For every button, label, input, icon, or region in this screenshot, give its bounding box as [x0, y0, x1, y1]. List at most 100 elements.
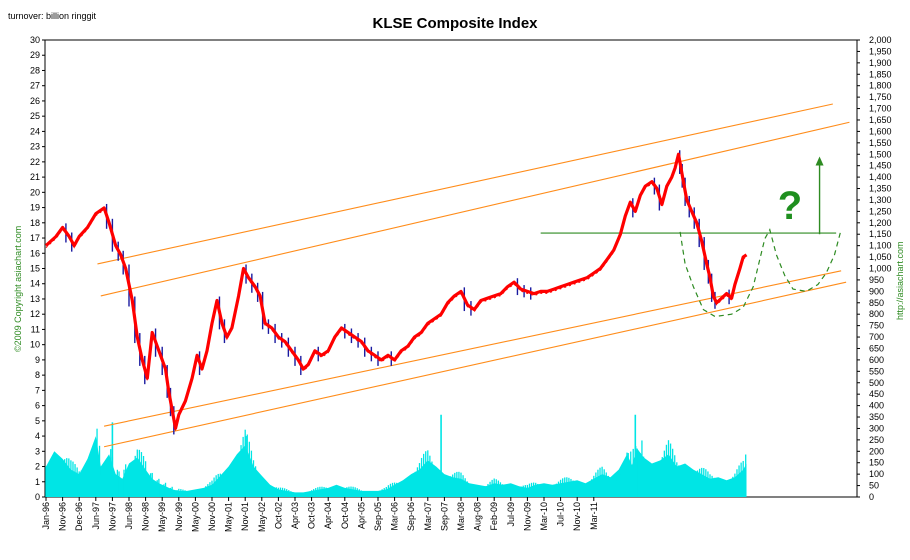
left-axis-tick-label: 26 — [30, 96, 40, 106]
right-axis-tick-label: 1,700 — [869, 104, 892, 114]
turnover-area-group — [45, 414, 747, 497]
right-axis-tick-label: 1,750 — [869, 92, 892, 102]
x-axis-tick-label: Nov-98 — [141, 502, 151, 531]
x-axis-tick-label: Jul-10 — [556, 502, 566, 527]
question-mark-annotation: ? — [778, 184, 802, 228]
x-axis-tick-label: May-99 — [157, 502, 167, 532]
right-axis-tick-label: 1,900 — [869, 58, 892, 68]
x-axis-tick-label: Apr-04 — [323, 502, 333, 529]
x-axis-tick-label: Oct-02 — [273, 502, 283, 529]
left-axis-tick-label: 29 — [30, 50, 40, 60]
left-axis-tick-label: 12 — [30, 309, 40, 319]
left-axis-tick-label: 13 — [30, 294, 40, 304]
left-axis-tick-label: 23 — [30, 142, 40, 152]
left-axis-tick-label: 2 — [35, 462, 40, 472]
left-axis-tick-label: 18 — [30, 218, 40, 228]
right-axis-tick-label: 500 — [869, 378, 884, 388]
x-axis-tick-label: Sep-07 — [439, 502, 449, 531]
channel-line — [103, 270, 842, 427]
right-site-url: http://asiachart.com — [895, 241, 905, 320]
left-axis-tick-label: 22 — [30, 157, 40, 167]
left-axis-tick-label: 14 — [30, 279, 40, 289]
right-axis-tick-label: 800 — [869, 309, 884, 319]
x-axis-tick-label: Jun-97 — [91, 502, 101, 530]
right-axis-tick-label: 450 — [869, 389, 884, 399]
right-axis-tick-label: 700 — [869, 332, 884, 342]
right-axis-tick-label: 400 — [869, 401, 884, 411]
channel-line — [97, 103, 833, 265]
right-axis-tick-label: 1,400 — [869, 172, 892, 182]
x-axis-tick-label: Oct-04 — [340, 502, 350, 529]
x-axis-tick-label: Sep-05 — [373, 502, 383, 531]
right-axis-tick-label: 950 — [869, 275, 884, 285]
turnover-unit-label: turnover: billion ringgit — [8, 11, 97, 21]
right-axis-tick-label: 1,550 — [869, 138, 892, 148]
right-axis-tick-label: 1,800 — [869, 81, 892, 91]
left-axis-tick-label: 27 — [30, 81, 40, 91]
projection-group — [679, 156, 842, 318]
x-axis-tick-label: Nov-99 — [174, 502, 184, 531]
x-axis-tick-label: Sep-06 — [406, 502, 416, 531]
left-axis-tick-label: 24 — [30, 126, 40, 136]
left-axis-tick-label: 11 — [31, 324, 40, 334]
x-axis-tick-label: Jan-96 — [41, 502, 51, 530]
x-axis-tick-label: Aug-08 — [473, 502, 483, 531]
right-axis-tick-label: 250 — [869, 435, 884, 445]
right-axis-tick-label: 350 — [869, 412, 884, 422]
right-axis-tick-label: 1,450 — [869, 161, 892, 171]
right-axis-tick-label: 550 — [869, 366, 884, 376]
left-axis-tick-label: 19 — [30, 203, 40, 213]
left-axis-tick-label: 5 — [35, 416, 40, 426]
right-axis-tick-label: 1,150 — [869, 229, 892, 239]
left-axis-tick-label: 6 — [35, 401, 40, 411]
right-axis-tick-label: 900 — [869, 286, 884, 296]
left-axis-tick-label: 7 — [35, 385, 40, 395]
x-axis-tick-label: Mar-10 — [539, 502, 549, 531]
right-axis-tick-label: 0 — [869, 492, 874, 502]
left-axis-tick-label: 15 — [30, 264, 40, 274]
x-axis-tick-label: Mar-06 — [390, 502, 400, 531]
chart-title: KLSE Composite Index — [372, 15, 538, 32]
right-axis-tick-label: 150 — [869, 458, 884, 468]
x-axis-tick-label: Dec-96 — [74, 502, 84, 531]
index-line-texture — [45, 156, 747, 431]
x-axis-tick-label: Mar-07 — [423, 502, 433, 531]
right-axis-tick-label: 1,050 — [869, 252, 892, 262]
right-axis-tick-label: 850 — [869, 298, 884, 308]
right-axis-tick-label: 1,100 — [869, 241, 892, 251]
right-axis-tick-label: 1,350 — [869, 184, 892, 194]
left-axis-tick-label: 28 — [30, 65, 40, 75]
left-axis-tick-label: 1 — [35, 477, 40, 487]
x-axis-tick-label: Jun-98 — [124, 502, 134, 530]
right-axis-tick-label: 50 — [869, 481, 879, 491]
channel-line — [103, 281, 847, 448]
right-axis-tick-label: 100 — [869, 469, 884, 479]
left-axis-tick-label: 4 — [35, 431, 40, 441]
left-axis-tick-label: 30 — [30, 35, 40, 45]
x-axis-tick-label: Nov-00 — [207, 502, 217, 531]
right-axis-tick-label: 600 — [869, 355, 884, 365]
index-series-group — [44, 150, 748, 435]
left-axis-tick-label: 25 — [30, 111, 40, 121]
x-axis-tick-label: Apr-03 — [290, 502, 300, 529]
axes-group: 0123456789101112131415161718192021222324… — [30, 35, 892, 532]
x-axis-tick-label: May-00 — [190, 502, 200, 532]
left-axis-tick-label: 0 — [35, 492, 40, 502]
right-axis-tick-label: 750 — [869, 321, 884, 331]
left-axis-tick-label: 3 — [35, 446, 40, 456]
right-axis-tick-label: 1,250 — [869, 206, 892, 216]
right-axis-tick-label: 650 — [869, 343, 884, 353]
projection-arrow-head — [815, 156, 824, 166]
left-copyright: ©2009 Copyright asiachart.com — [13, 226, 23, 352]
x-axis-tick-label: Apr-05 — [356, 502, 366, 529]
projection-path — [679, 228, 842, 318]
x-axis-tick-label: May-01 — [224, 502, 234, 532]
right-axis-tick-label: 200 — [869, 446, 884, 456]
x-axis-tick-label: Nov-96 — [58, 502, 68, 531]
right-axis-tick-label: 1,000 — [869, 264, 892, 274]
right-axis-tick-label: 1,500 — [869, 149, 892, 159]
plot-frame — [44, 39, 858, 498]
right-axis-tick-label: 1,850 — [869, 69, 892, 79]
x-axis-tick-label: Nov-09 — [522, 502, 532, 531]
